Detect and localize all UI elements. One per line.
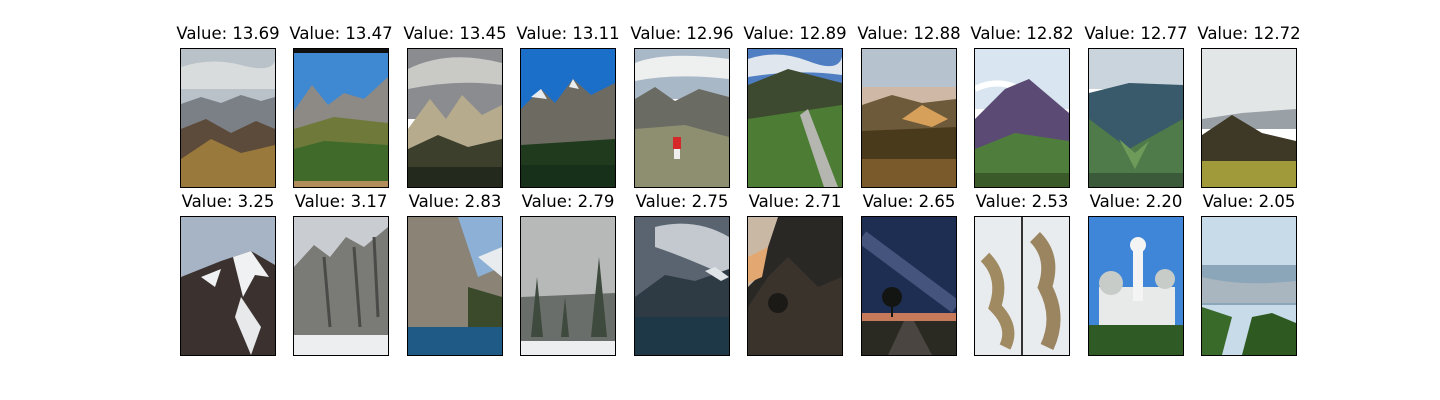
thumbnail-image: [293, 216, 389, 356]
thumbnail-image: [520, 48, 616, 188]
tile-value-label: Value: 13.45: [403, 24, 507, 43]
thumbnail-image: [634, 216, 730, 356]
thumbnail-image: [747, 216, 843, 356]
thumbnail-image: [293, 48, 389, 188]
thumbnail-image: [861, 216, 957, 356]
top-row: Value: 13.69 Value: 13.47 Value:: [0, 24, 1440, 192]
thumbnail-image: [1201, 48, 1297, 188]
thumbnail-image: [861, 48, 957, 188]
tile-value-label: Value: 12.72: [1197, 24, 1301, 43]
thumbnail-image: [1088, 216, 1184, 356]
tile-value-label: Value: 2.83: [408, 192, 502, 211]
tile-value-label: Value: 2.05: [1202, 192, 1296, 211]
tile-value-label: Value: 2.65: [862, 192, 956, 211]
thumbnail-image: [974, 48, 1070, 188]
thumbnail-image: [407, 48, 503, 188]
tile-value-label: Value: 12.77: [1084, 24, 1188, 43]
thumbnail-image: [1201, 216, 1297, 356]
tile-value-label: Value: 3.17: [294, 192, 388, 211]
thumbnail-image: [180, 216, 276, 356]
tile-value-label: Value: 12.88: [857, 24, 961, 43]
thumbnail-image: [747, 48, 843, 188]
tile-value-label: Value: 2.20: [1089, 192, 1183, 211]
bottom-row: Value: 3.25 Value: 3.17 Value: 2.83: [0, 192, 1440, 360]
tile-value-label: Value: 2.75: [635, 192, 729, 211]
thumbnail-image: [1088, 48, 1184, 188]
tile-value-label: Value: 13.47: [289, 24, 393, 43]
tile-value-label: Value: 2.53: [975, 192, 1069, 211]
tile-value-label: Value: 2.79: [521, 192, 615, 211]
tile-value-label: Value: 13.69: [176, 24, 280, 43]
tile-value-label: Value: 3.25: [181, 192, 275, 211]
thumbnail-image: [407, 216, 503, 356]
thumbnail-image: [974, 216, 1070, 356]
thumbnail-image: [180, 48, 276, 188]
tile-value-label: Value: 2.71: [748, 192, 842, 211]
tile-value-label: Value: 12.96: [630, 24, 734, 43]
thumbnail-image: [520, 216, 616, 356]
tile-value-label: Value: 12.82: [970, 24, 1074, 43]
thumbnail-image: [634, 48, 730, 188]
tile-value-label: Value: 12.89: [743, 24, 847, 43]
tile-value-label: Value: 13.11: [516, 24, 620, 43]
